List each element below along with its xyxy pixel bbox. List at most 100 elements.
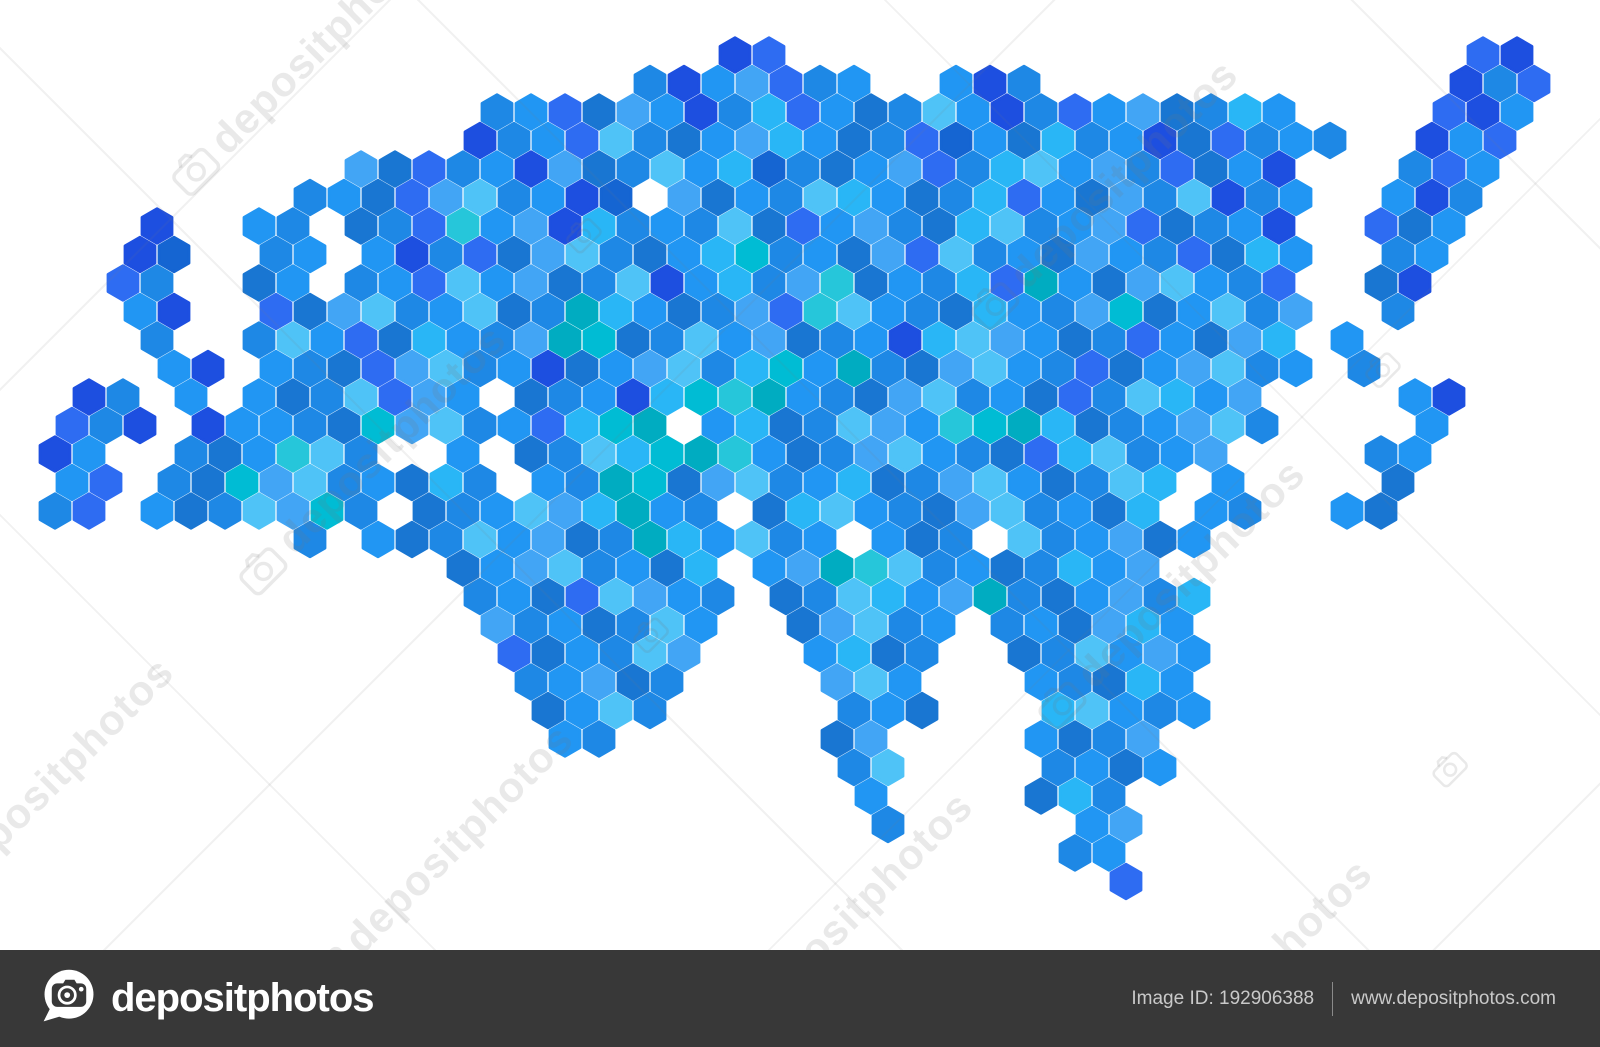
hex-cell <box>497 292 531 331</box>
hex-cell <box>888 93 922 131</box>
hex-cell <box>871 634 905 673</box>
hex-cell <box>786 321 820 359</box>
hex-cell <box>123 292 157 331</box>
hex-cell <box>871 691 905 730</box>
footer-bar: depositphotos Image ID: 192906388 www.de… <box>0 950 1600 1047</box>
hex-cell <box>1160 264 1194 302</box>
hex-cell <box>565 349 599 388</box>
hex-cell <box>888 264 922 302</box>
hex-cell <box>599 349 633 388</box>
hex-cell <box>1092 606 1126 644</box>
hex-cell <box>412 207 446 245</box>
hex-cell <box>1058 777 1092 815</box>
hex-cell <box>769 349 803 388</box>
hex-cell <box>548 93 582 131</box>
hex-cell <box>633 235 667 274</box>
hex-cell <box>803 235 837 274</box>
hex-cell <box>837 406 871 445</box>
hex-cell <box>1041 235 1075 274</box>
hex-cell <box>1143 463 1177 502</box>
hex-cell <box>820 378 854 416</box>
hex-cell <box>1228 492 1262 530</box>
hex-cell <box>531 292 565 331</box>
hex-cell <box>684 93 718 131</box>
hex-cell <box>939 121 973 160</box>
hex-cell <box>990 492 1024 530</box>
hex-cell <box>514 663 548 701</box>
hex-cell <box>1126 492 1160 530</box>
hex-cell <box>548 435 582 473</box>
hex-cell <box>854 720 888 758</box>
hex-cell <box>1364 492 1398 530</box>
hex-cell <box>293 406 327 445</box>
hex-cell <box>820 606 854 644</box>
hex-cell <box>922 435 956 473</box>
hex-cell <box>735 64 769 103</box>
hex-cell <box>463 349 497 388</box>
hex-cell <box>361 406 395 445</box>
hex-cell <box>310 492 344 530</box>
hex-cell <box>1160 606 1194 644</box>
hex-cell <box>803 577 837 616</box>
hex-cell <box>1381 463 1415 502</box>
hex-cell <box>1177 634 1211 673</box>
hex-cell <box>395 463 429 502</box>
hex-cell <box>718 321 752 359</box>
hex-cell <box>565 691 599 730</box>
hex-cell <box>650 549 684 587</box>
hex-cell <box>191 463 225 502</box>
hex-cell <box>667 349 701 388</box>
hex-cell <box>1177 121 1211 160</box>
hex-cell <box>701 577 735 616</box>
hex-cell <box>531 520 565 559</box>
hex-cell <box>1041 406 1075 445</box>
hex-cell <box>1075 406 1109 445</box>
hex-cell <box>1041 691 1075 730</box>
hex-cell <box>327 178 361 217</box>
hex-cell <box>650 378 684 416</box>
hex-cell <box>752 93 786 131</box>
hex-cell <box>905 691 939 730</box>
hex-cell <box>123 406 157 445</box>
hex-cell <box>565 463 599 502</box>
hex-cell <box>939 577 973 616</box>
hex-cell <box>412 378 446 416</box>
hex-cell <box>1160 663 1194 701</box>
hex-cell <box>616 264 650 302</box>
hex-cell <box>837 577 871 616</box>
hex-cell <box>174 378 208 416</box>
hex-cell <box>582 663 616 701</box>
hex-cell <box>786 378 820 416</box>
hex-cell <box>1024 207 1058 245</box>
hex-cell <box>1058 321 1092 359</box>
hex-cell <box>1024 264 1058 302</box>
hex-cell <box>582 720 616 758</box>
hex-cell <box>480 264 514 302</box>
hex-cell <box>480 492 514 530</box>
hex-cell <box>276 321 310 359</box>
hex-cell <box>599 520 633 559</box>
hex-cell <box>854 378 888 416</box>
hex-cell <box>820 720 854 758</box>
hex-cell <box>1143 691 1177 730</box>
hex-cell <box>939 178 973 217</box>
hex-cell <box>990 549 1024 587</box>
hex-cell <box>1160 321 1194 359</box>
hex-cell <box>1194 321 1228 359</box>
hex-cell <box>55 463 89 502</box>
hex-cell <box>871 577 905 616</box>
hex-cell <box>480 321 514 359</box>
hex-cell <box>820 207 854 245</box>
hex-cell <box>1432 150 1466 188</box>
hex-cell <box>1007 463 1041 502</box>
hex-cell <box>140 492 174 530</box>
hex-cell <box>514 207 548 245</box>
hex-cell <box>633 577 667 616</box>
hex-cell <box>1041 292 1075 331</box>
hex-cell <box>718 378 752 416</box>
hex-cell <box>1126 549 1160 587</box>
hex-cell <box>123 235 157 274</box>
hex-cell <box>531 463 565 502</box>
hex-cell <box>582 207 616 245</box>
hex-cell <box>871 121 905 160</box>
